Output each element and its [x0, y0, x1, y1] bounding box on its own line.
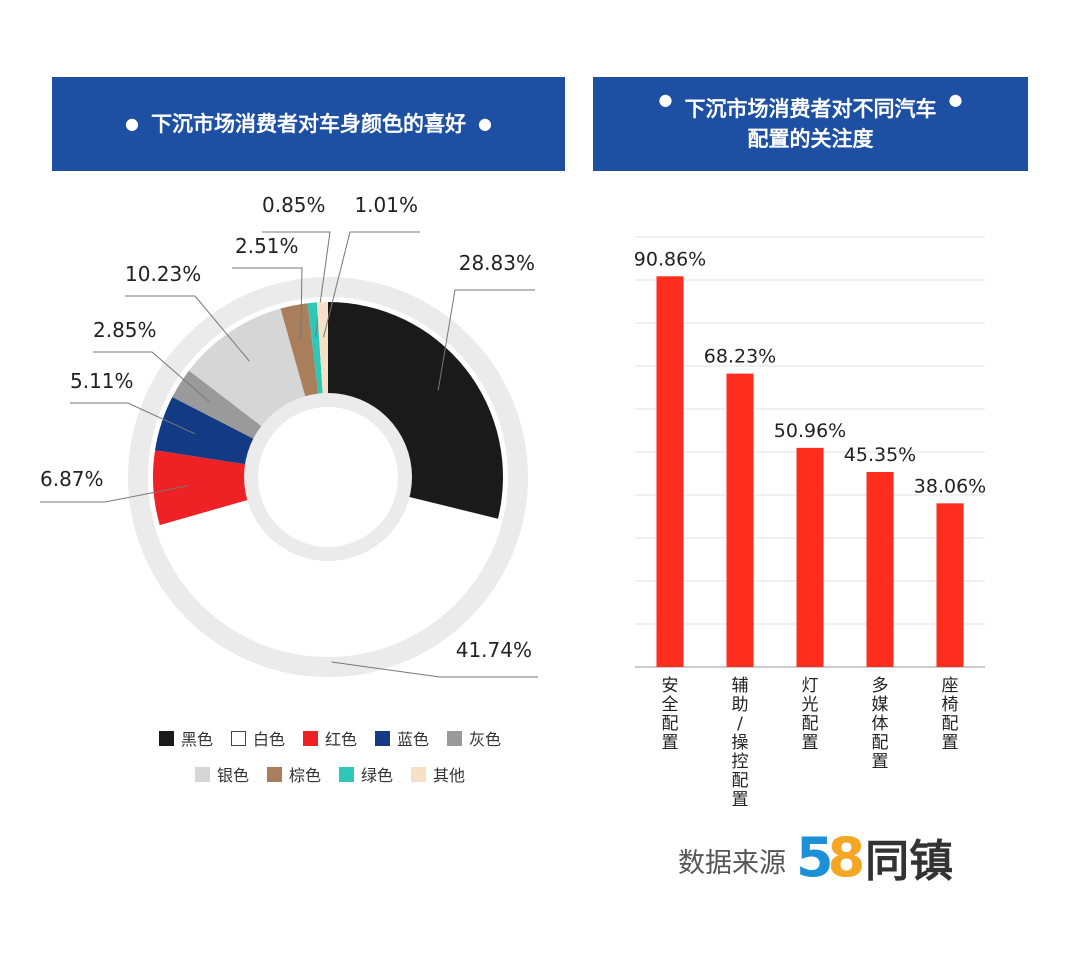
pie-data-label: 28.83% — [459, 251, 535, 275]
logo-digit-8: 8 — [827, 826, 866, 889]
bar — [726, 373, 754, 667]
legend-label: 银色 — [216, 766, 249, 785]
pie-outer-ring — [128, 277, 528, 677]
pie-leader-line — [437, 289, 535, 391]
pie-data-label: 6.87% — [40, 467, 104, 491]
bar-data-label: 45.35% — [844, 444, 916, 466]
bar-data-label: 90.86% — [634, 248, 706, 270]
pie-title-banner: ● 下沉市场消费者对车身颜色的喜好 ● — [52, 77, 565, 171]
legend-swatch — [339, 766, 354, 782]
brand-logo: 58同镇 — [796, 831, 953, 889]
bar-data-label: 50.96% — [774, 420, 846, 442]
bar-chart-title: 下沉市场消费者对不同汽车 配置的关注度 — [685, 94, 937, 154]
legend-item: 绿色 — [339, 762, 393, 786]
pie-leader-line — [331, 661, 538, 678]
bar-title-banner: ● 下沉市场消费者对不同汽车 配置的关注度 ● — [593, 77, 1028, 171]
data-source: 数据来源 58同镇 — [678, 830, 953, 890]
pie-legend-row1: 黑色 白色 红色 蓝色 灰色 — [130, 726, 530, 750]
bar-chart-title-line2: 配置的关注度 — [747, 127, 874, 151]
bar-category-label: 安全配置 — [662, 676, 679, 753]
legend-label: 红色 — [324, 730, 357, 749]
bar-chart: 90.86% 安全配置 68.23% 辅助/操控配置 50.96% 灯光配置 45.35% 多… — [634, 236, 986, 810]
pie-data-label: 1.01% — [354, 193, 418, 217]
bar-data-label: 38.06% — [914, 475, 986, 497]
pie-leader-line — [125, 295, 250, 362]
legend-item: 银色 — [194, 762, 249, 786]
bar — [866, 471, 894, 667]
legend-label: 蓝色 — [397, 730, 430, 749]
title-bullet-left: ● — [125, 114, 139, 133]
legend-swatch — [302, 730, 318, 746]
pie-leader-line — [93, 351, 211, 403]
pie-data-label: 2.51% — [235, 234, 299, 258]
legend-item: 白色 — [230, 726, 285, 750]
legend-item: 灰色 — [447, 726, 501, 750]
bar-category-label: 多媒体配置 — [872, 676, 889, 772]
pie-leader-line — [70, 402, 196, 435]
pie-chart-title: 下沉市场消费者对车身颜色的喜好 — [151, 112, 466, 136]
legend-item: 其他 — [411, 762, 465, 786]
legend-label: 绿色 — [361, 766, 394, 785]
legend-label: 黑色 — [180, 730, 213, 749]
bar-category-label: 座椅配置 — [942, 676, 959, 753]
bar — [936, 503, 964, 667]
legend-swatch — [266, 766, 282, 782]
pie-slice-2 — [152, 450, 328, 526]
pie-leader-line — [40, 485, 189, 503]
legend-label: 棕色 — [288, 766, 321, 785]
pie-data-label: 0.85% — [262, 193, 326, 217]
pie-chart: 28.83% 41.74% 6.87% 5.11% 2.85% 10.23% 2.51% 0.… — [40, 193, 538, 678]
data-source-label: 数据来源 — [678, 847, 786, 879]
bar — [796, 447, 824, 667]
bar-category-label: 辅助/操控配置 — [732, 676, 749, 810]
bar-chart-title-line1: 下沉市场消费者对不同汽车 — [684, 97, 937, 121]
legend-swatch — [194, 766, 210, 782]
logo-text: 同镇 — [865, 836, 954, 887]
legend-item: 蓝色 — [375, 726, 429, 750]
pie-data-label: 10.23% — [125, 262, 201, 286]
legend-label: 其他 — [433, 766, 466, 785]
pie-data-label: 5.11% — [70, 369, 134, 393]
legend-label: 白色 — [252, 730, 285, 749]
pie-leader-line — [323, 231, 420, 338]
legend-swatch — [447, 730, 463, 746]
legend-item: 棕色 — [266, 762, 321, 786]
title-bullet-right: ● — [948, 90, 963, 109]
pie-legend-row2: 银色 棕色 绿色 其他 — [130, 762, 530, 786]
legend-item: 红色 — [302, 726, 357, 750]
legend-swatch — [230, 730, 246, 746]
bar — [656, 276, 684, 667]
bar-data-label: 68.23% — [704, 346, 776, 368]
title-bullet-left: ● — [658, 90, 673, 109]
title-bullet-right: ● — [478, 114, 492, 133]
pie-data-label: 2.85% — [93, 318, 157, 342]
pie-hole — [258, 407, 398, 547]
pie-leader-line — [232, 267, 303, 340]
legend-label: 灰色 — [469, 730, 502, 749]
pie-data-label: 41.74% — [456, 638, 532, 662]
bar-category-label: 灯光配置 — [802, 676, 819, 753]
legend-swatch — [158, 730, 174, 746]
legend-swatch — [411, 766, 427, 782]
legend-item: 黑色 — [158, 726, 213, 750]
legend-swatch — [375, 730, 390, 746]
logo-digit-5: 5 — [796, 826, 834, 889]
